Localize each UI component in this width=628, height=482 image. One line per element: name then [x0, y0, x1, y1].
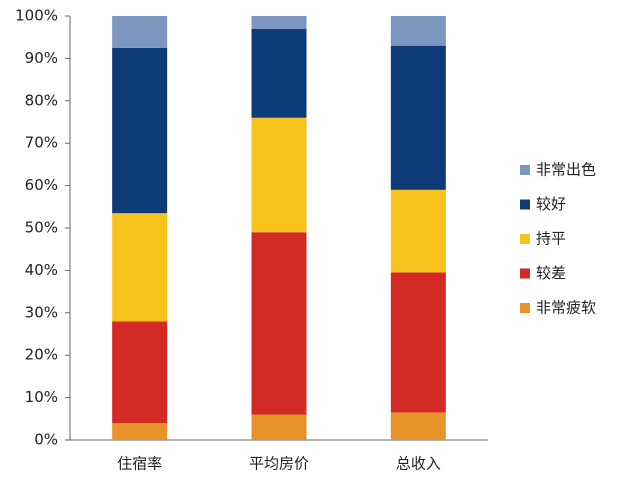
y-tick-label: 50%: [25, 219, 58, 237]
y-tick-label: 70%: [25, 134, 58, 152]
x-tick-label: 住宿率: [117, 455, 162, 473]
y-tick-label: 100%: [15, 7, 58, 25]
bar-segment: [390, 45, 446, 190]
bar-segment: [251, 232, 307, 415]
y-tick-label: 10%: [25, 388, 58, 406]
legend-swatch: [520, 268, 530, 279]
bar-segment: [251, 414, 307, 440]
y-tick-label: 80%: [25, 91, 58, 109]
legend-label: 非常出色: [536, 161, 596, 179]
bar-segment: [112, 16, 168, 48]
y-tick-label: 90%: [25, 49, 58, 67]
x-tick-label: 总收入: [396, 455, 441, 473]
bar-segment: [112, 47, 168, 214]
legend-swatch: [520, 165, 530, 175]
y-tick-label: 30%: [25, 303, 58, 321]
legend-swatch: [520, 234, 530, 244]
y-tick-label: 40%: [25, 261, 58, 279]
bar-segment: [112, 213, 168, 322]
legend-swatch: [520, 303, 530, 313]
bar-segment: [390, 16, 446, 46]
bar-segment: [112, 321, 168, 424]
bar-segment: [112, 423, 168, 440]
y-tick-label: 60%: [25, 176, 58, 194]
legend-swatch: [520, 199, 530, 210]
bar-segment: [390, 272, 446, 413]
bar-segment: [390, 412, 446, 440]
bar-segment: [390, 189, 446, 273]
bar-segment: [251, 28, 307, 118]
x-tick-label: 平均房价: [249, 455, 309, 473]
y-tick-label: 0%: [34, 431, 58, 449]
legend-label: 较差: [536, 264, 566, 282]
bar-segment: [251, 117, 307, 233]
legend-label: 持平: [536, 230, 566, 248]
bar-segment: [251, 16, 307, 29]
legend-label: 较好: [536, 195, 566, 213]
y-tick-label: 20%: [25, 346, 58, 364]
legend-label: 非常疲软: [536, 299, 596, 317]
